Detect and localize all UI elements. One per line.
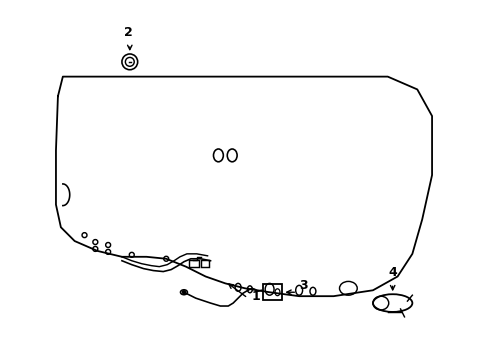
Bar [188,260,198,267]
Text: 1: 1 [251,290,260,303]
Circle shape [182,291,185,294]
Bar [262,284,282,300]
Text: 2: 2 [123,26,132,39]
Text: 4: 4 [388,266,397,279]
Text: 3: 3 [299,279,307,292]
Bar [200,260,208,267]
